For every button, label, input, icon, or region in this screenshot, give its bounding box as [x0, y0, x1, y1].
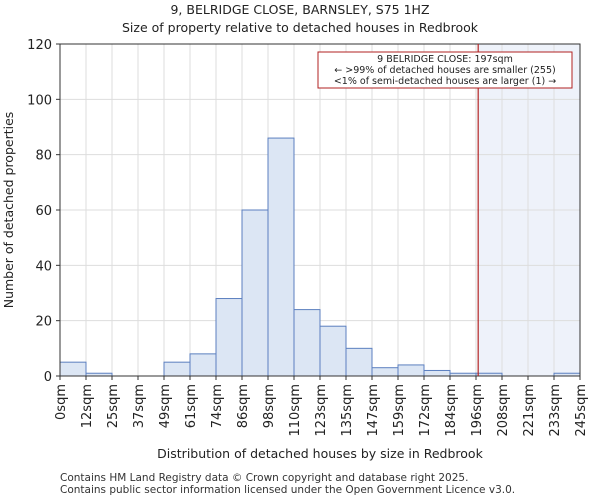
y-tick-label: 40: [35, 259, 52, 274]
x-tick-label: 208sqm: [496, 384, 511, 437]
x-tick-label: 159sqm: [392, 384, 407, 437]
x-tick-label: 61sqm: [184, 384, 199, 428]
histogram-bar: [215, 298, 243, 377]
histogram-bar: [189, 353, 217, 377]
x-tick-label: 172sqm: [418, 384, 433, 437]
x-tick-label: 245sqm: [574, 384, 589, 437]
x-tick-label: 135sqm: [340, 384, 355, 437]
y-axis-label: Number of detached properties: [1, 112, 16, 309]
x-tick-label: 123sqm: [314, 384, 329, 437]
x-tick-label: 25sqm: [106, 384, 121, 428]
histogram-bar: [59, 361, 87, 377]
x-axis-label: Distribution of detached houses by size …: [157, 446, 483, 461]
y-tick-label: 60: [35, 204, 52, 219]
y-tick-label: 100: [27, 93, 52, 108]
y-tick-label: 20: [35, 315, 52, 330]
x-tick-label: 49sqm: [158, 384, 173, 428]
annotation-line-3: <1% of semi-detached houses are larger (…: [334, 76, 556, 87]
histogram-bar: [371, 367, 399, 377]
x-tick-label: 147sqm: [366, 384, 381, 437]
x-tick-label: 86sqm: [236, 384, 251, 428]
x-tick-label: 12sqm: [80, 384, 95, 428]
x-tick-label: 233sqm: [548, 384, 563, 437]
y-tick-label: 80: [35, 149, 52, 164]
footer-attribution-1: Contains HM Land Registry data © Crown c…: [60, 472, 469, 484]
x-tick-label: 37sqm: [132, 384, 147, 428]
x-tick-label: 221sqm: [522, 384, 537, 437]
x-tick-label: 74sqm: [210, 384, 225, 428]
histogram-bar: [293, 309, 321, 377]
histogram-chart: 0 20 40 60 80 100 120 0sqm 12sqm 25sqm 37sqm 49sqm 6…: [1, 38, 589, 461]
annotation-box: [317, 51, 573, 89]
chart-title: 9, BELRIDGE CLOSE, BARNSLEY, S75 1HZ: [170, 2, 430, 17]
x-tick-label: 0sqm: [54, 384, 69, 420]
x-tick-label: 110sqm: [288, 384, 303, 437]
footer-attribution-2: Contains public sector information licen…: [60, 484, 516, 496]
y-tick-label: 0: [44, 370, 52, 385]
y-tick-label: 120: [27, 38, 52, 53]
annotation-line-1: 9 BELRIDGE CLOSE: 197sqm: [377, 54, 513, 65]
histogram-bar: [345, 347, 373, 377]
x-tick-label: 196sqm: [470, 384, 485, 437]
chart-subtitle: Size of property relative to detached ho…: [122, 20, 478, 35]
histogram-bar: [267, 137, 295, 377]
histogram-bar: [163, 361, 191, 377]
histogram-bar: [423, 369, 451, 377]
histogram-bar: [319, 325, 347, 377]
histogram-bar: [397, 364, 425, 377]
x-tick-label: 98sqm: [262, 384, 277, 428]
x-tick-label: 184sqm: [444, 384, 459, 437]
annotation-line-2: ← >99% of detached houses are smaller (2…: [334, 65, 555, 76]
histogram-bar: [241, 209, 269, 377]
